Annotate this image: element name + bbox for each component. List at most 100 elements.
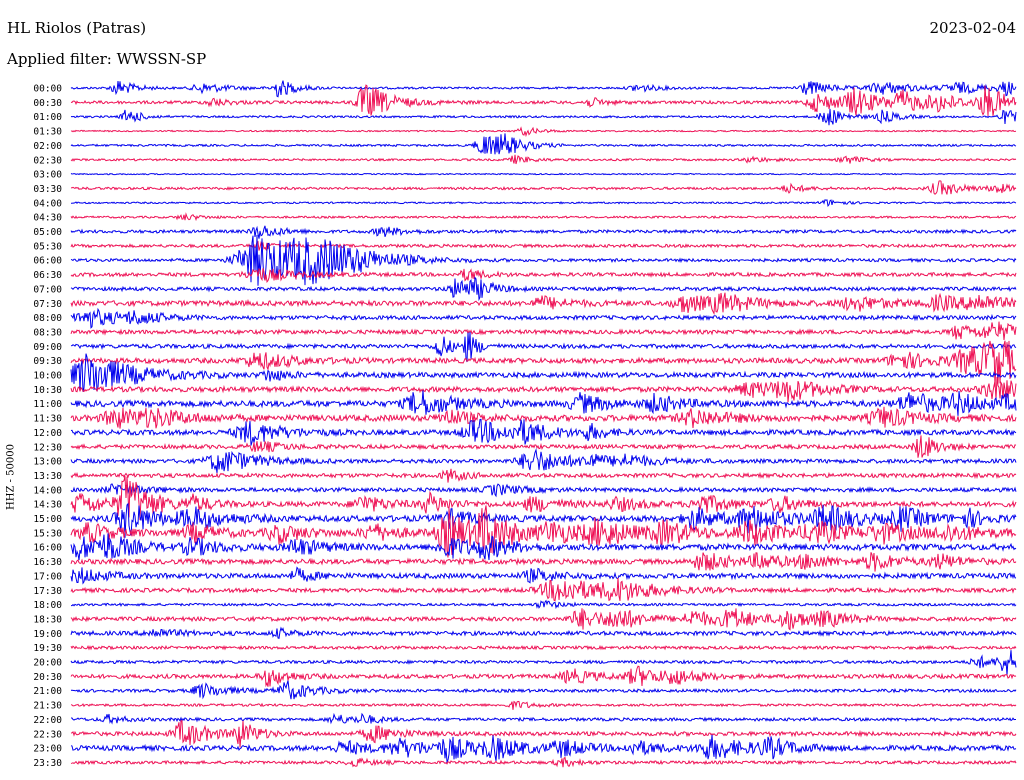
trace-1000 xyxy=(70,353,1017,393)
trace-0830 xyxy=(70,321,1017,340)
trace-0130 xyxy=(70,126,1017,138)
trace-0330 xyxy=(70,180,1017,195)
tick-label-0830: 08:30 xyxy=(33,327,62,338)
trace-1100 xyxy=(70,390,1017,416)
trace-2230 xyxy=(70,720,1017,748)
trace-1800 xyxy=(71,599,1017,610)
tick-label-0230: 02:30 xyxy=(33,155,62,166)
trace-1600 xyxy=(70,533,1017,561)
trace-0930 xyxy=(70,340,1017,388)
trace-0030 xyxy=(70,84,1017,116)
tick-label-0900: 09:00 xyxy=(33,342,62,353)
station-title: HL Riolos (Patras) xyxy=(7,19,147,37)
tick-label-0400: 04:00 xyxy=(33,198,62,209)
tick-label-1400: 14:00 xyxy=(33,485,62,496)
trace-0000 xyxy=(70,80,1017,98)
tick-label-2030: 20:30 xyxy=(33,672,62,683)
tick-label-2330: 23:30 xyxy=(33,758,62,769)
tick-label-1200: 12:00 xyxy=(33,428,62,439)
tick-label-1600: 16:00 xyxy=(33,543,62,554)
tick-label-2230: 22:30 xyxy=(33,729,62,740)
trace-0400 xyxy=(71,199,1017,208)
tick-label-1930: 19:30 xyxy=(33,643,62,654)
trace-1030 xyxy=(70,376,1017,403)
filter-label: Applied filter: WWSSN-SP xyxy=(7,50,207,68)
trace-1530 xyxy=(70,505,1017,558)
tick-label-2300: 23:00 xyxy=(33,744,62,755)
trace-0800 xyxy=(70,307,1017,329)
tick-label-2200: 22:00 xyxy=(33,715,62,726)
tick-label-0000: 00:00 xyxy=(33,84,62,95)
trace-1730 xyxy=(70,577,1017,602)
tick-label-1800: 18:00 xyxy=(33,600,62,611)
trace-0600 xyxy=(70,234,1017,286)
tick-label-1730: 17:30 xyxy=(33,586,62,597)
trace-2030 xyxy=(70,665,1017,688)
trace-1200 xyxy=(70,418,1017,446)
tick-label-0130: 01:30 xyxy=(33,127,62,138)
trace-0500 xyxy=(70,225,1017,239)
trace-0700 xyxy=(70,276,1017,302)
trace-1900 xyxy=(70,626,1017,639)
trace-0530 xyxy=(70,240,1017,252)
trace-0730 xyxy=(70,292,1017,316)
trace-2130 xyxy=(70,700,1017,710)
tick-label-0430: 04:30 xyxy=(33,213,62,224)
trace-2330 xyxy=(70,756,1017,768)
tick-label-1300: 13:00 xyxy=(33,457,62,468)
tick-label-1900: 19:00 xyxy=(33,629,62,640)
date-label: 2023-02-04 xyxy=(929,19,1016,37)
tick-label-2000: 20:00 xyxy=(33,658,62,669)
time-tick-labels: 00:00 00:30 01:00 01:30 02:00 02:30 03:00 03:30… xyxy=(33,84,62,769)
trace-1400 xyxy=(70,483,1017,498)
tick-label-2100: 21:00 xyxy=(33,686,62,697)
tick-label-0200: 02:00 xyxy=(33,141,62,152)
trace-0200 xyxy=(70,133,1017,155)
tick-label-1700: 17:00 xyxy=(33,571,62,582)
tick-label-1530: 15:30 xyxy=(33,528,62,539)
trace-1830 xyxy=(70,608,1017,631)
trace-2000 xyxy=(70,650,1017,676)
tick-label-1230: 12:30 xyxy=(33,442,62,453)
tick-label-1100: 11:00 xyxy=(33,399,62,410)
tick-label-0930: 09:30 xyxy=(33,356,62,367)
tick-label-1500: 15:00 xyxy=(33,514,62,525)
trace-1300 xyxy=(70,448,1017,474)
tick-label-0730: 07:30 xyxy=(33,299,62,310)
trace-0900 xyxy=(70,331,1017,363)
trace-0300 xyxy=(70,172,1017,176)
trace-1500 xyxy=(70,502,1017,538)
trace-1930 xyxy=(70,644,1017,651)
trace-1430 xyxy=(70,476,1017,521)
trace-2200 xyxy=(71,712,1016,725)
tick-label-2130: 21:30 xyxy=(33,701,62,712)
tick-label-0530: 05:30 xyxy=(33,241,62,252)
tick-label-1430: 14:30 xyxy=(33,500,62,511)
trace-0100 xyxy=(70,108,1017,126)
tick-label-1630: 16:30 xyxy=(33,557,62,568)
trace-1230 xyxy=(70,435,1017,458)
trace-0230 xyxy=(70,154,1017,165)
tick-label-0500: 05:00 xyxy=(33,227,62,238)
tick-label-0630: 06:30 xyxy=(33,270,62,281)
tick-label-0600: 06:00 xyxy=(33,256,62,267)
tick-label-0700: 07:00 xyxy=(33,284,62,295)
tick-label-1130: 11:30 xyxy=(33,414,62,425)
trace-1130 xyxy=(70,406,1017,429)
tick-label-1030: 10:30 xyxy=(33,385,62,396)
trace-1630 xyxy=(70,552,1017,572)
tick-label-0330: 03:30 xyxy=(33,184,62,195)
seismic-traces xyxy=(70,80,1017,768)
trace-1330 xyxy=(70,468,1017,483)
tick-label-0800: 08:00 xyxy=(33,313,62,324)
tick-label-1000: 10:00 xyxy=(33,371,62,382)
tick-label-1830: 18:30 xyxy=(33,614,62,625)
trace-0630 xyxy=(70,267,1017,283)
tick-label-0300: 03:00 xyxy=(33,170,62,181)
tick-label-1330: 13:30 xyxy=(33,471,62,482)
trace-0430 xyxy=(70,212,1017,222)
trace-1700 xyxy=(70,566,1017,585)
trace-2100 xyxy=(70,680,1017,700)
trace-2300 xyxy=(70,734,1017,764)
